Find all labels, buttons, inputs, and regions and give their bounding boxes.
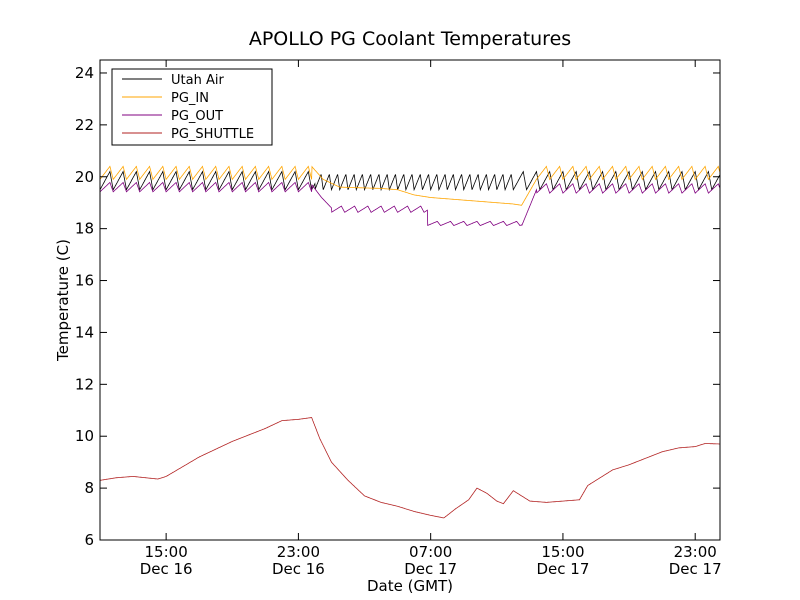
series-line-pg-in	[100, 165, 720, 206]
chart-title: APOLLO PG Coolant Temperatures	[249, 28, 571, 50]
series-layer	[100, 165, 720, 519]
y-tick-label: 24	[75, 64, 94, 82]
x-tick-label-date: Dec 17	[536, 560, 589, 578]
x-tick-label-time: 07:00	[409, 543, 452, 561]
y-tick-label: 10	[75, 427, 94, 445]
plot-frame	[99, 59, 721, 541]
y-tick-label: 14	[75, 323, 94, 341]
series-line-pg-shuttle	[100, 417, 720, 519]
y-tick-label: 16	[75, 272, 94, 290]
x-tick-label-date: Dec 17	[404, 560, 457, 578]
y-tick-label: 6	[84, 531, 94, 549]
legend-label-pg-in: PG_IN	[171, 91, 209, 106]
series-line-utah-air	[100, 170, 720, 192]
x-tick-label-date: Dec 16	[272, 560, 325, 578]
y-tick-label: 22	[75, 116, 94, 134]
x-axis-label: Date (GMT)	[367, 577, 453, 595]
legend-label-pg-out: PG_OUT	[171, 109, 223, 124]
y-tick-label: 8	[84, 479, 94, 497]
y-tick-label: 18	[75, 220, 94, 238]
series-line-pg-out	[100, 181, 720, 226]
x-tick-label-date: Dec 17	[669, 560, 722, 578]
x-tick-label-time: 15:00	[541, 543, 584, 561]
y-tick-label: 20	[75, 168, 94, 186]
x-tick-label-time: 23:00	[277, 543, 320, 561]
y-tick-label: 12	[75, 375, 94, 393]
x-tick-label-time: 23:00	[674, 543, 717, 561]
legend: Utah Air PG_IN PG_OUT PG_SHUTTLE	[111, 68, 273, 146]
legend-box	[111, 68, 273, 146]
y-axis-label: Temperature (C)	[54, 239, 72, 362]
legend-label-pg-shuttle: PG_SHUTTLE	[171, 127, 254, 142]
legend-label-utah-air: Utah Air	[171, 73, 224, 88]
x-tick-label-date: Dec 16	[140, 560, 193, 578]
x-tick-label-time: 15:00	[145, 543, 188, 561]
